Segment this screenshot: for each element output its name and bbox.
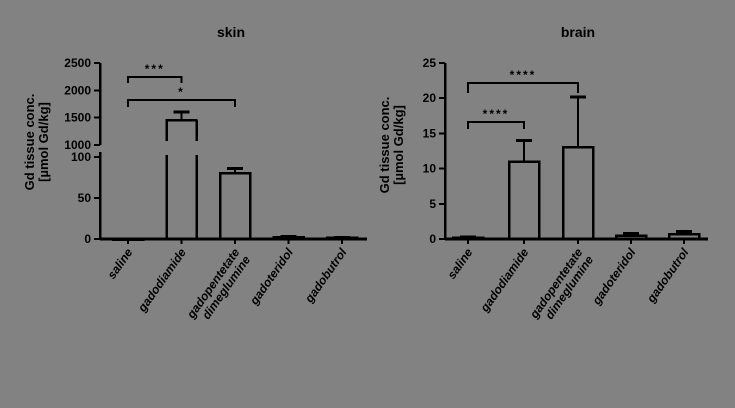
significance-asterisks: **** [483,107,510,121]
significance-bracket [467,121,525,129]
brain-chart: brain Gd tissue conc. [µmol Gd/kg] 0 5 10 15 20… [377,24,708,322]
error-bar-gadoteridol [280,235,297,239]
significance-asterisks: *** [145,62,165,76]
significance-skin-0: *** [127,62,183,83]
bar-gadobutrol [667,232,701,241]
significance-bracket [127,76,183,83]
x-category-label-gadoteridol: gadoteridol [589,245,639,308]
brain-y-tick-label: 10 [423,162,437,176]
bar-gadodiamide [507,160,541,241]
x-category-label-line: gadobutrol [643,245,691,306]
skin-y-tick-label: 100 [71,150,91,164]
significance-asterisks: * [178,85,185,99]
skin-title: skin [217,24,245,40]
bar-gadopentetate [561,146,595,241]
significance-skin-1: * [127,85,236,107]
bar-saline [111,237,145,241]
error-bar-gadopentetate [227,166,243,174]
bar-rect [111,237,145,241]
bar-rect [561,146,595,241]
x-category-label-line: gadobutrol [301,245,349,306]
bar-rect [667,232,701,241]
x-category-label-line: saline [104,245,135,281]
significance-asterisks: **** [510,68,537,82]
bar-gadoteridol [614,234,648,241]
skin-y-tick-label: 50 [78,191,92,205]
x-category-label-gadodiamide: gadodiamide [477,245,532,315]
significance-brain-0: **** [467,68,579,93]
skin-y-tick-label: 2000 [64,83,91,97]
skin-y-axis-label-line1: Gd tissue conc. [22,94,37,191]
x-category-label-gadodiamide: gadodiamide [134,245,189,315]
x-category-label-line: gadoteridol [246,245,296,308]
x-category-label-gadobutrol: gadobutrol [301,245,349,306]
x-category-label-saline: saline [104,245,135,281]
x-category-label-gadoteridol: gadoteridol [246,245,296,308]
error-bar-gadodiamide [173,110,190,121]
brain-y-tick-label: 15 [423,126,437,140]
skin-y-axis-label-line2: [µmol Gd/kg] [36,102,51,182]
x-category-label-gadobutrol: gadobutrol [643,245,691,306]
skin-y-tick-label: 0 [84,232,91,246]
bar-rect [507,160,541,241]
error-bar-gadobutrol [676,229,692,235]
brain-y-tick-label: 5 [429,197,436,211]
skin-chart: skin Gd tissue conc. [µmol Gd/kg] 0 50 100100… [22,24,367,322]
skin-y-tick-label: 1500 [64,111,91,125]
bar-rect [218,172,252,241]
error-bar-gadoteridol [623,232,639,236]
significance-brain-1: **** [467,107,525,129]
error-bar-gadopentetate [570,95,586,148]
significance-bracket [467,82,579,93]
bar-gadodiamide [165,119,198,239]
error-bar-saline [460,235,476,239]
skin-y-tick-label: 2500 [64,56,91,70]
x-category-label-line: gadodiamide [134,245,189,315]
brain-y-tick-label: 20 [423,91,437,105]
brain-title: brain [561,24,595,40]
x-category-label-line: gadodiamide [477,245,532,315]
brain-y-axis: 0 5 10 15 20 25 [423,56,708,246]
brain-y-tick-label: 25 [423,56,437,70]
bar-rect [614,234,648,241]
brain-y-axis-label-line2: [µmol Gd/kg] [391,105,406,185]
brain-y-axis-label-line1: Gd tissue conc. [377,97,392,194]
brain-y-tick-label: 0 [429,232,436,246]
bar-gadopentetate [218,172,252,241]
x-category-label-line: saline [444,245,475,281]
x-category-label-line: gadoteridol [589,245,639,308]
error-bar-gadodiamide [516,138,532,162]
x-category-label-saline: saline [444,245,475,281]
significance-bracket [127,99,236,107]
skin-y-tick-label: 1000 [64,138,91,152]
